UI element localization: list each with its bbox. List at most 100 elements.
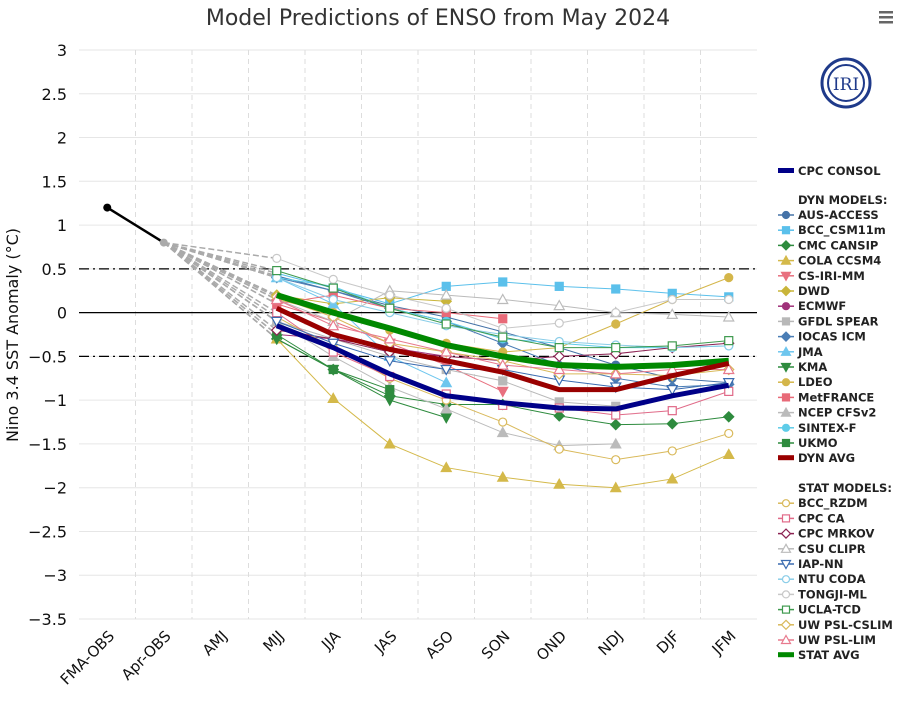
legend-label: TONGJI-ML xyxy=(798,587,867,601)
legend-item[interactable]: COLA CCSM4 xyxy=(778,254,881,268)
data-point xyxy=(328,294,338,305)
legend-item[interactable]: SINTEX-F xyxy=(778,421,856,435)
legend-item[interactable]: CMC CANSIP xyxy=(778,238,878,252)
legend-label: NTU CODA xyxy=(798,572,866,586)
legend-item[interactable]: GFDL SPEAR xyxy=(778,314,879,328)
legend-item[interactable]: ECMWF xyxy=(778,299,846,313)
legend-item[interactable]: CSU CLIPR xyxy=(778,542,866,556)
legend-item[interactable]: CPC CA xyxy=(778,511,845,525)
legend-item[interactable]: TONGJI-ML xyxy=(778,587,867,601)
legend-swatch xyxy=(778,652,794,658)
legend-item[interactable]: BCC_CSM11m xyxy=(778,223,886,238)
data-point xyxy=(722,448,735,460)
series-stat-avg xyxy=(275,292,729,370)
legend-item[interactable]: UCLA-TCD xyxy=(778,603,861,617)
legend-item[interactable]: JMA xyxy=(778,345,823,359)
y-tick-label: 0 xyxy=(57,304,67,323)
legend-item[interactable]: BCC_RZDM xyxy=(778,496,868,511)
data-point xyxy=(611,284,621,294)
legend-marker xyxy=(781,393,791,402)
data-point xyxy=(328,364,338,375)
legend-label: COLA CCSM4 xyxy=(798,254,881,268)
legend-item[interactable]: STAT AVG xyxy=(778,648,860,662)
legend-marker xyxy=(781,575,791,584)
legend-item[interactable]: UKMO xyxy=(778,436,838,450)
x-tick-label: OND xyxy=(533,627,570,664)
legend-marker xyxy=(780,285,792,297)
x-tick-label: DJF xyxy=(653,627,683,657)
legend-item[interactable]: NCEP CFSv2 xyxy=(778,406,876,420)
data-point xyxy=(724,294,734,305)
x-tick-label: MJJ xyxy=(259,627,287,655)
obs-connector-line xyxy=(163,241,278,314)
observed-point xyxy=(103,203,112,212)
legend-label: CS-IRI-MM xyxy=(798,269,865,283)
legend-item[interactable]: CS-IRI-MM xyxy=(778,269,865,283)
legend-item[interactable]: NTU CODA xyxy=(778,572,866,586)
menu-button[interactable] xyxy=(879,11,893,24)
legend-item[interactable]: KMA xyxy=(778,360,827,374)
legend-item[interactable]: AUS-ACCESS xyxy=(778,208,879,222)
data-point xyxy=(440,402,453,414)
legend-item[interactable]: DWD xyxy=(778,284,830,298)
legend-item[interactable]: CPC CONSOL xyxy=(778,164,881,178)
y-tick-label: −1.5 xyxy=(28,435,67,454)
legend-swatch xyxy=(778,168,794,173)
legend-item[interactable]: IOCAS ICM xyxy=(778,330,866,344)
legend-item[interactable]: UW PSL-CSLIM xyxy=(778,618,893,632)
data-point xyxy=(328,283,338,293)
legend-label: IOCAS ICM xyxy=(798,330,866,344)
y-tick-label: 1 xyxy=(57,216,67,235)
y-tick-label: −0.5 xyxy=(28,347,67,366)
legend-item[interactable]: CPC MRKOV xyxy=(778,527,874,541)
data-point xyxy=(440,364,453,376)
data-point xyxy=(722,410,735,423)
data-point xyxy=(553,350,566,363)
legend-label: DYN AVG xyxy=(798,451,855,465)
data-point xyxy=(666,417,679,430)
legend-marker xyxy=(781,378,791,387)
y-tick-label: 1.5 xyxy=(42,172,67,191)
legend-marker xyxy=(781,302,791,311)
data-point xyxy=(498,376,508,386)
legend-label: CPC MRKOV xyxy=(798,527,874,541)
y-tick-label: 3 xyxy=(57,41,67,60)
legend-marker xyxy=(781,423,791,432)
obs-connector-line xyxy=(163,241,277,279)
observed-line xyxy=(106,206,165,244)
data-point xyxy=(272,253,282,263)
legend-item[interactable]: UW PSL-LIM xyxy=(778,633,876,647)
series-line xyxy=(275,305,730,393)
data-point xyxy=(666,472,679,484)
legend-marker xyxy=(781,499,791,508)
legend-marker xyxy=(780,254,792,265)
series-uw-psl-lim xyxy=(270,293,735,379)
legend-item[interactable]: DYN AVG xyxy=(778,451,855,465)
data-point xyxy=(383,437,396,449)
legend-label: STAT AVG xyxy=(798,648,860,662)
data-point xyxy=(441,303,451,313)
legend-marker xyxy=(780,362,792,373)
data-point xyxy=(498,323,508,333)
legend-marker xyxy=(780,559,792,570)
data-point xyxy=(667,446,677,456)
data-point xyxy=(667,294,677,305)
legend-marker xyxy=(780,406,792,417)
x-tick-label: ASO xyxy=(422,627,457,662)
legend-item[interactable]: IAP-NN xyxy=(778,557,843,571)
y-tick-label: 2.5 xyxy=(42,85,67,104)
data-point xyxy=(383,332,396,344)
x-tick-label: JFM xyxy=(708,627,740,659)
data-point xyxy=(667,341,677,351)
legend-item[interactable]: MetFRANCE xyxy=(778,390,874,404)
obs-connector-line xyxy=(163,241,277,260)
data-point xyxy=(722,378,735,389)
y-tick-label: −3 xyxy=(43,566,67,585)
legend-item[interactable]: LDEO xyxy=(778,375,833,389)
data-point xyxy=(498,314,508,324)
x-tick-label: SON xyxy=(478,627,514,663)
series-line xyxy=(275,292,729,370)
series-cola-ccsm4 xyxy=(270,332,735,493)
y-tick-label: −2 xyxy=(43,479,67,498)
